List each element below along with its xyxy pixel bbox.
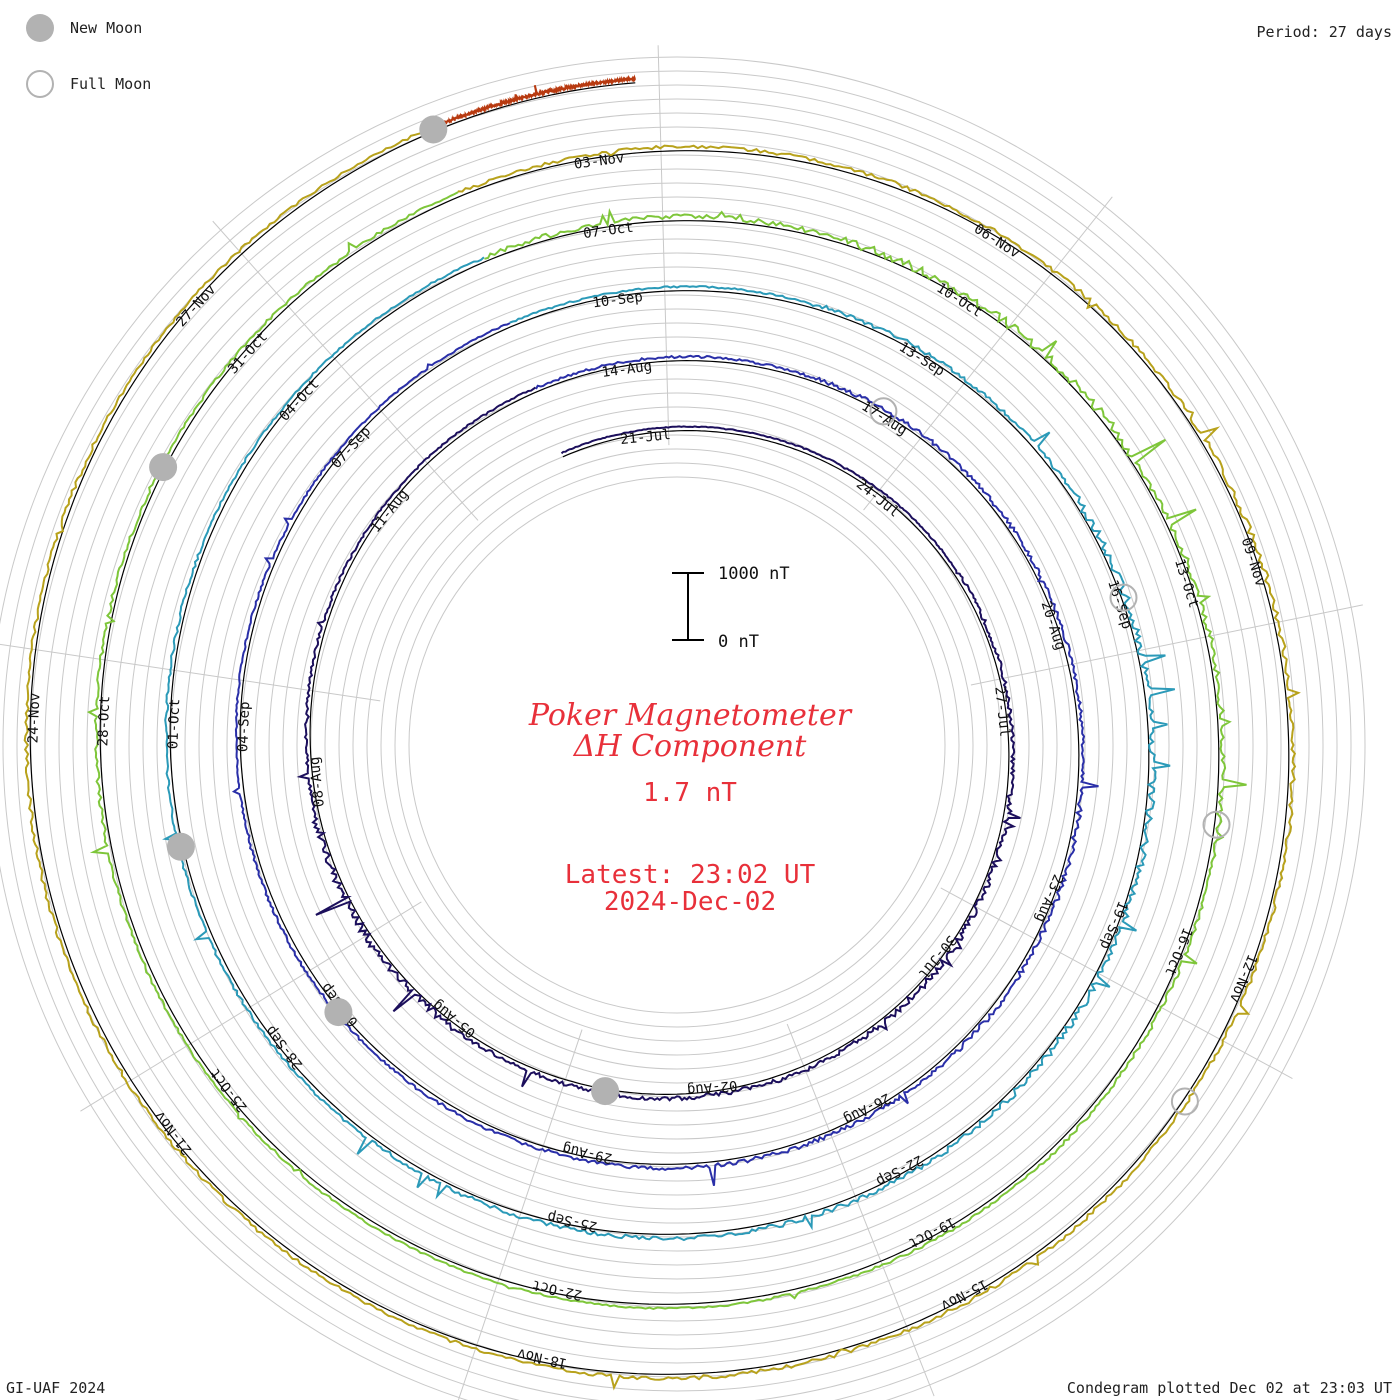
chart-title-line1: Poker Magnetometer	[528, 698, 852, 733]
footer-right: Condegram plotted Dec 02 at 23:03 UT	[1066, 1379, 1392, 1397]
date-label: 27-Jul	[991, 686, 1012, 738]
new-moon-marker	[591, 1077, 620, 1106]
grid-ring	[226, 294, 1128, 1196]
date-label: 11-Aug	[368, 487, 412, 536]
date-label: 24-Jul	[853, 476, 902, 520]
day-spoke	[863, 196, 1113, 511]
grid-ring	[380, 448, 974, 1042]
legend-full-moon-label: Full Moon	[70, 75, 152, 93]
grid-ring	[114, 182, 1240, 1308]
date-label: 10-Sep	[592, 289, 644, 312]
legend-full-moon: Full Moon	[26, 70, 151, 98]
chart-title-line2: ΔH Component	[573, 729, 807, 764]
date-label: 05-Aug	[430, 996, 479, 1040]
date-label: 04-Sep	[235, 701, 253, 752]
grid-ring	[338, 406, 1016, 1084]
date-label: 07-Oct	[582, 220, 634, 243]
grid-ring	[408, 476, 946, 1014]
grid-ring	[170, 238, 1184, 1252]
date-label: 24-Nov	[25, 692, 43, 743]
date-label: 08-Aug	[307, 756, 328, 808]
date-label: 23-Aug	[1032, 872, 1066, 925]
date-label: 20-Aug	[1038, 599, 1069, 652]
grid-ring	[128, 196, 1226, 1294]
date-label: 21-Jul	[620, 427, 672, 448]
date-label: 19-Sep	[1096, 898, 1130, 951]
current-value: 1.7 nT	[643, 778, 737, 808]
date-label: 25-Sep	[546, 1208, 599, 1234]
full-moon-marker	[1109, 583, 1138, 612]
date-label: 01-Oct	[165, 698, 183, 749]
legend-new-moon: New Moon	[26, 14, 142, 42]
grid-ring	[198, 266, 1156, 1224]
full-moon-marker	[869, 397, 898, 426]
series-trace-5	[23, 125, 1301, 1391]
day-spoke	[657, 45, 670, 446]
full-moon-marker	[1170, 1087, 1199, 1116]
grid-ring	[2, 70, 1352, 1400]
grid-ring	[310, 378, 1044, 1112]
day-spoke	[0, 643, 381, 702]
date-label: 14-Aug	[601, 358, 653, 381]
series-trace-4	[86, 191, 1247, 1310]
series-layer	[23, 74, 1301, 1391]
series-trace-6	[431, 74, 636, 131]
scale-bar-bottom-label: 0 nT	[718, 632, 759, 652]
day-spoke	[212, 220, 479, 521]
grid-ring	[142, 210, 1212, 1280]
new-moon-marker	[324, 998, 353, 1027]
new-moon-marker	[166, 832, 195, 861]
grid-ring	[268, 336, 1086, 1154]
day-spoke	[786, 1023, 935, 1397]
date-label: 13-Oct	[1171, 557, 1202, 610]
grid-ring	[394, 462, 960, 1028]
new-moon-marker	[149, 453, 178, 482]
baseline-spiral	[29, 82, 1290, 1375]
grid-ring	[72, 140, 1282, 1350]
legend-new-moon-label: New Moon	[70, 19, 143, 37]
grid-ring	[254, 322, 1100, 1168]
grid-ring	[100, 168, 1254, 1322]
full-moon-icon	[26, 70, 54, 98]
grid-ring	[58, 126, 1296, 1364]
series-trace-3	[162, 256, 1176, 1242]
series-trace-2	[231, 322, 1099, 1186]
day-spoke	[970, 604, 1363, 686]
date-label: 18-Nov	[516, 1345, 569, 1371]
full-moon-marker	[1202, 810, 1231, 839]
grid-ring	[240, 308, 1114, 1182]
date-label: 03-Nov	[573, 150, 625, 173]
latest-time: Latest: 23:02 UT	[564, 860, 816, 890]
footer-left: GI-UAF 2024	[6, 1379, 106, 1397]
grid-ring	[296, 364, 1058, 1126]
scale-bar: 1000 nT 0 nT	[672, 564, 790, 652]
date-label: 09-Nov	[1238, 536, 1269, 589]
grid-ring	[212, 280, 1142, 1210]
date-label: 28-Oct	[95, 695, 113, 746]
date-label: 16-Oct	[1161, 925, 1195, 978]
latest-block: Latest: 23:02 UT 2024-Dec-02	[440, 862, 940, 916]
grid-ring	[0, 56, 1366, 1400]
grid-ring	[30, 98, 1324, 1392]
grid-ring	[352, 420, 1002, 1070]
chart-title: Poker Magnetometer ΔH Component 1.7 nT	[440, 700, 940, 807]
grid-ring	[282, 350, 1072, 1140]
grid-ring	[366, 434, 988, 1056]
new-moon-marker	[419, 115, 448, 144]
date-label: 02-Aug	[686, 1077, 738, 1098]
grid-ring	[86, 154, 1268, 1336]
series-trace-1	[296, 386, 1021, 1102]
new-moon-icon	[26, 14, 54, 42]
date-label: 12-Nov	[1226, 952, 1260, 1005]
scale-bar-top-label: 1000 nT	[718, 564, 790, 584]
date-label: 22-Oct	[531, 1276, 584, 1302]
day-spoke	[940, 887, 1293, 1079]
period-label: Period: 27 days	[1256, 23, 1392, 41]
grid-ring	[156, 224, 1198, 1266]
moon-layer	[149, 115, 1231, 1116]
grid-ring	[16, 84, 1338, 1400]
grid-layer	[0, 56, 1366, 1400]
latest-date: 2024-Dec-02	[603, 887, 777, 917]
